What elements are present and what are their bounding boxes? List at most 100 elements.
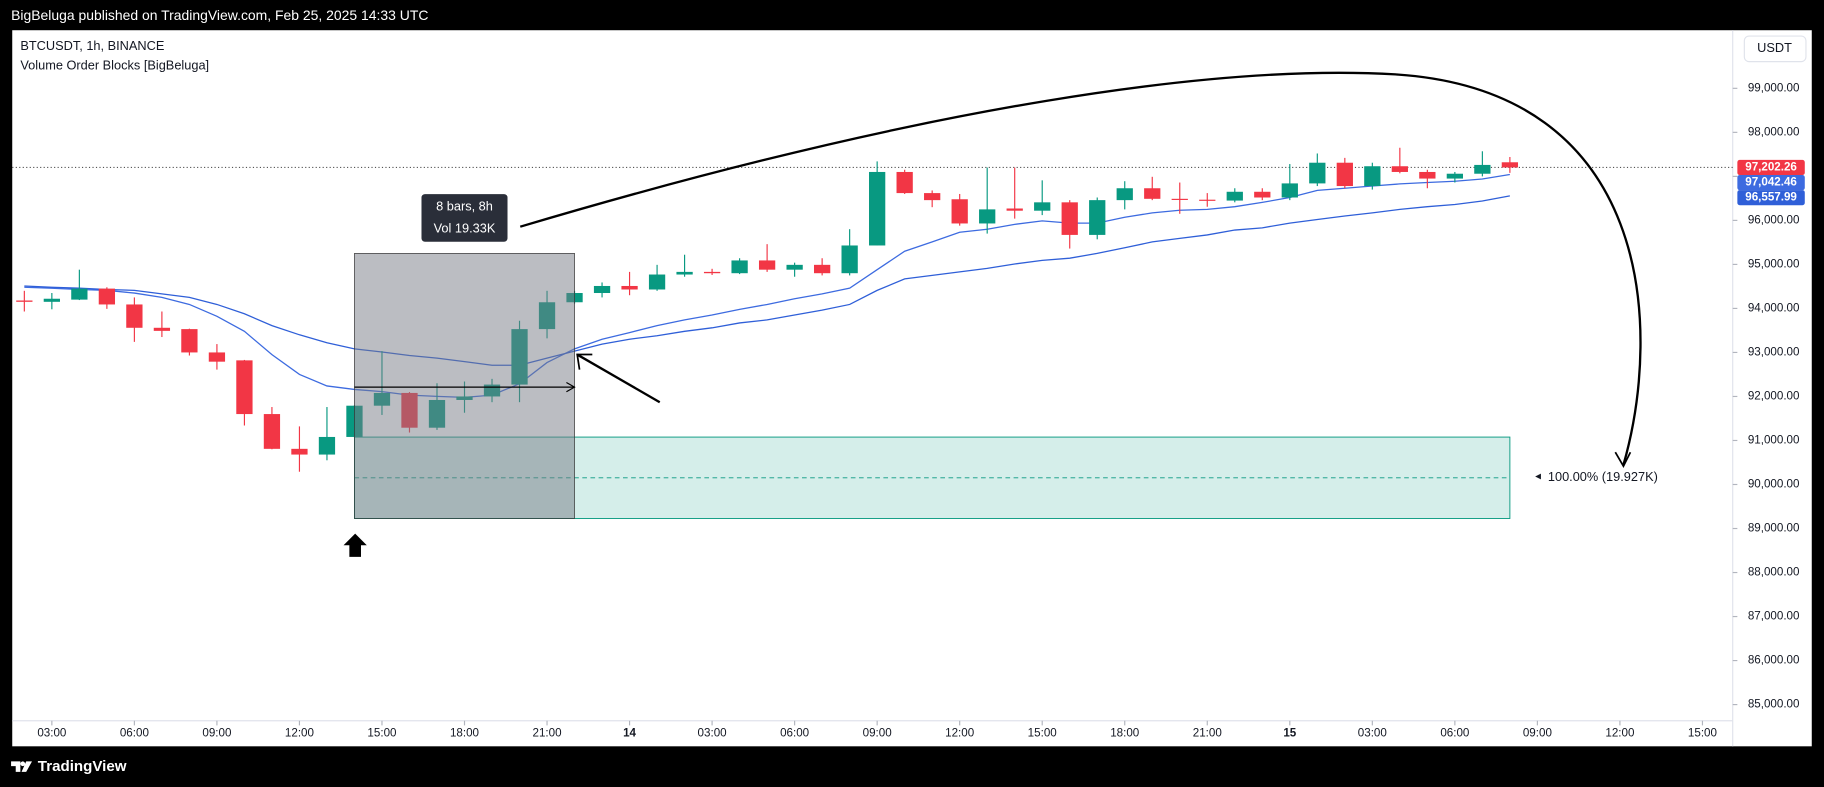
candle-body [1281,183,1298,198]
brand: TradingView [38,758,127,775]
y-tick-label: 90,000.00 [1748,478,1800,491]
candle-body [896,171,913,194]
currency[interactable]: USDT [1757,40,1792,55]
x-tick-label: 15:00 [1028,727,1057,740]
publisher: BigBeluga published on TradingView.com, … [11,7,428,23]
x-tick-label: 09:00 [863,727,892,740]
candle-body [1336,162,1353,187]
y-tick-label: 92,000.00 [1748,390,1800,403]
x-tick-label: 12:00 [285,727,314,740]
x-tick-label: 06:00 [780,727,809,740]
candle-body [1254,191,1271,198]
x-tick-label: 09:00 [202,727,231,740]
y-tick-label: 95,000.00 [1748,257,1800,270]
measure-tooltip [421,194,508,242]
price-badge [1737,159,1805,176]
x-tick-label: 03:00 [1358,727,1387,740]
candle-body [841,245,858,274]
y-tick-label: 93,000.00 [1748,346,1800,359]
plot: 85,000.00 86,000.00 87,000.00 88,000.00 89,0… [12,81,1805,740]
x-tick-label: 14 [623,727,636,740]
currency-box[interactable] [1743,35,1807,63]
candle-body [1419,171,1436,179]
chart-area [12,30,1812,747]
price-badge [1737,175,1805,191]
y-tick-label: 99,000.00 [1748,81,1800,94]
candle-body [1364,166,1381,187]
candle-body [593,285,611,294]
pointer-arrow [576,353,661,404]
measure-arrow-head [566,381,576,393]
candle-body [1061,202,1078,235]
candle-body [263,414,281,449]
moving-average [24,195,1510,366]
x-tick-label: 15:00 [367,727,396,740]
candle-body [236,360,253,415]
candle-body [1116,188,1133,201]
candle-body [621,285,638,290]
x-tick-label: 15:00 [1688,727,1717,740]
candle-body [1034,202,1051,211]
zone-pointer: ◂ [1535,470,1541,483]
x-tick-label: 21:00 [533,727,562,740]
x-tick-label: 12:00 [1605,727,1634,740]
price-badge [1737,190,1805,206]
candle-body [1171,198,1188,200]
candle-body [43,298,60,302]
measure-volume: Vol 19.33K [434,220,496,235]
candle-body [291,448,308,455]
candle-body [1501,162,1519,168]
candle-body [16,300,33,302]
candle-body [648,274,666,290]
candle-body [951,199,968,224]
candle-body [979,209,996,224]
candle-body [1006,208,1023,211]
pointer-arrow-head [576,353,593,370]
y-tick-label: 87,000.00 [1748,610,1800,623]
x-tick-label: 18:00 [450,727,479,740]
candle-body [758,260,776,270]
candle-body [1226,191,1243,201]
candle-body [731,260,748,274]
candle-body [1446,173,1463,179]
candle-body [1144,188,1161,199]
logo-mark [11,761,33,772]
y-tick-label: 85,000.00 [1748,698,1800,711]
x-tick-label: 06:00 [120,727,149,740]
y-tick-label: 96,000.00 [1748,213,1800,226]
y-tick-label: 91,000.00 [1748,434,1800,447]
indicator-name: Volume Order Blocks [BigBeluga] [20,58,209,73]
candle-body [813,264,831,274]
x-tick-label: 09:00 [1523,727,1552,740]
y-tick-label: 94,000.00 [1748,301,1800,314]
candle-body [869,171,886,246]
candle-body [1474,164,1491,174]
order-block-label: 100.00% (19.927K) [1548,469,1658,484]
candle-body [181,329,198,353]
symbol-title: BTCUSDT, 1h, BINANCE [20,38,164,53]
y-tick-label: 86,000.00 [1748,654,1800,667]
x-tick-label: 06:00 [1440,727,1469,740]
candle-body [153,327,171,331]
y-tick-label: 88,000.00 [1748,566,1800,579]
candle-body [676,271,693,275]
x-tick-label: 03:00 [37,727,66,740]
candle-body [1309,162,1326,184]
y-tick-label: 98,000.00 [1748,125,1800,138]
candle-body [71,288,88,300]
drawings: ◂ [343,71,1642,557]
moving-average [24,173,1510,398]
candle-body [924,193,941,201]
tv-logo [11,761,33,772]
curved-arrow-head [1614,451,1632,468]
candle-body [1089,200,1106,235]
candle-body [318,436,336,455]
y-tick-label: 89,000.00 [1748,522,1800,535]
candle-body [98,288,116,305]
x-tick-label: 21:00 [1193,727,1222,740]
candle-body [1199,199,1216,201]
price-badge-label: 96,557.99 [1745,191,1797,204]
measure-bars: 8 bars, 8h [436,198,493,213]
